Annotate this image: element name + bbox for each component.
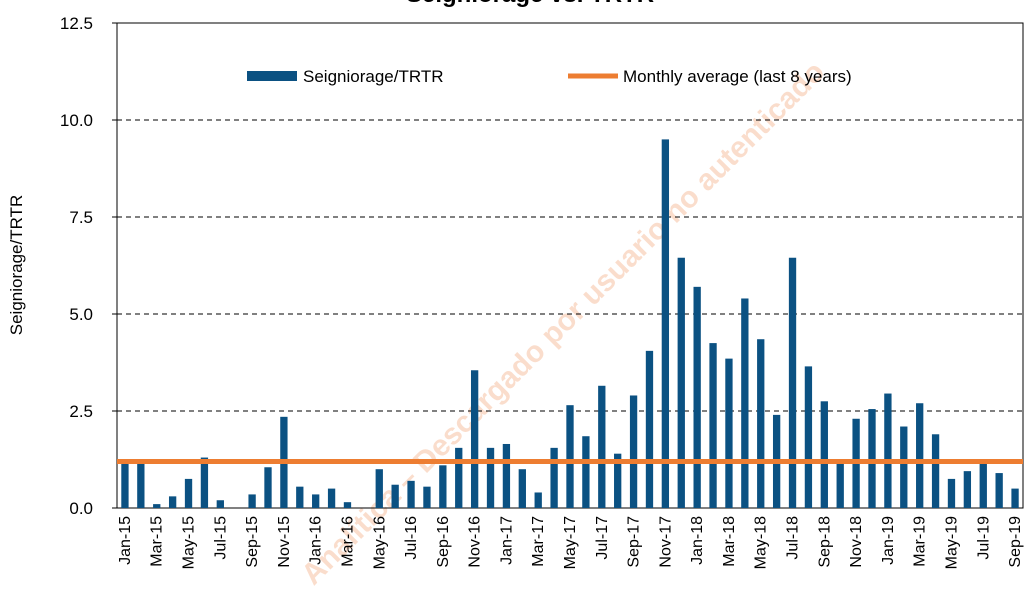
- bar: [502, 443, 511, 508]
- x-tick-label: May-16: [371, 516, 388, 569]
- watermark: Analítica – Descargado por usuario no au…: [295, 55, 831, 591]
- y-tick-label: 10.0: [60, 111, 93, 130]
- bar: [518, 469, 526, 508]
- bar: [614, 453, 622, 508]
- x-tick-label: Jul-15: [212, 516, 229, 560]
- bar: [820, 401, 828, 508]
- chart-title: Seigniorage vs. TRTR: [406, 0, 654, 8]
- legend-swatch: [247, 71, 297, 81]
- bar: [327, 488, 336, 508]
- bar: [391, 484, 399, 508]
- bar: [645, 350, 654, 508]
- bar: [868, 409, 876, 508]
- x-tick-label: Sep-16: [435, 516, 452, 568]
- x-tick-label: May-19: [943, 516, 960, 569]
- bar: [343, 502, 352, 508]
- bar: [582, 436, 590, 508]
- x-tick-label: May-15: [181, 516, 198, 569]
- x-tick-label: Jan-19: [880, 516, 897, 565]
- bar: [248, 494, 256, 508]
- bar: [963, 471, 972, 508]
- bar: [677, 257, 685, 508]
- bar: [995, 473, 1003, 508]
- x-tick-label: Sep-15: [244, 516, 261, 568]
- x-tick-label: Jul-17: [594, 516, 611, 560]
- bar: [470, 370, 479, 508]
- x-tick-label: Jul-19: [975, 516, 992, 560]
- bar: [168, 496, 177, 508]
- bar: [216, 500, 224, 508]
- bar: [931, 434, 940, 508]
- y-tick-label: 0.0: [69, 499, 93, 518]
- x-tick-label: Sep-17: [626, 516, 643, 568]
- bar: [804, 366, 813, 508]
- y-tick-label: 2.5: [69, 402, 93, 421]
- bar: [693, 286, 701, 508]
- bar: [153, 504, 161, 508]
- bar: [121, 463, 129, 508]
- bar: [423, 486, 431, 508]
- bar: [836, 463, 844, 508]
- y-tick-label: 5.0: [69, 305, 93, 324]
- x-tick-label: Nov-18: [848, 516, 865, 568]
- bar: [757, 339, 765, 508]
- bar: [709, 343, 717, 508]
- bar: [264, 467, 272, 508]
- bar: [200, 457, 209, 508]
- bar: [947, 478, 956, 508]
- y-tick-label: 7.5: [69, 208, 93, 227]
- x-tick-label: Nov-16: [467, 516, 484, 568]
- y-axis-label: Seigniorage/TRTR: [7, 195, 26, 335]
- x-tick-label: Jan-18: [689, 516, 706, 565]
- bar: [550, 447, 558, 508]
- bar: [979, 459, 987, 508]
- x-tick-label: May-17: [562, 516, 579, 569]
- bar: [137, 459, 145, 508]
- bar: [486, 447, 495, 508]
- bar: [725, 358, 733, 508]
- x-tick-label: Sep-19: [1007, 516, 1024, 568]
- x-tick-label: Nov-15: [276, 516, 293, 568]
- bar: [439, 465, 447, 508]
- x-tick-label: Jan-17: [498, 516, 515, 565]
- bar: [296, 486, 304, 508]
- bar: [1011, 488, 1019, 508]
- x-tick-label: Mar-18: [721, 516, 738, 567]
- x-tick-label: Jan-15: [117, 516, 134, 565]
- bar: [916, 403, 924, 508]
- x-tick-label: Mar-15: [149, 516, 166, 567]
- bar: [184, 478, 193, 508]
- bar: [598, 385, 606, 508]
- x-tick-label: Sep-18: [816, 516, 833, 568]
- bar: [312, 494, 320, 508]
- bar: [661, 139, 670, 508]
- bar: [375, 469, 383, 508]
- bar: [407, 480, 415, 508]
- x-tick-label: May-18: [753, 516, 770, 569]
- legend-label: Seigniorage/TRTR: [303, 67, 443, 86]
- bar: [884, 393, 892, 508]
- bar: [629, 395, 638, 508]
- x-tick-label: Jan-16: [308, 516, 325, 565]
- y-tick-label: 12.5: [60, 14, 93, 33]
- x-tick-label: Mar-19: [912, 516, 929, 567]
- legend-label: Monthly average (last 8 years): [623, 67, 852, 86]
- bar: [566, 405, 574, 508]
- bar: [788, 257, 797, 508]
- bar: [900, 426, 908, 508]
- x-tick-label: Nov-17: [657, 516, 674, 568]
- bar: [455, 447, 463, 508]
- x-tick-label: Jul-18: [785, 516, 802, 560]
- x-tick-label: Jul-16: [403, 516, 420, 560]
- bar: [534, 492, 542, 508]
- bar: [741, 298, 749, 508]
- x-tick-label: Mar-16: [339, 516, 356, 567]
- x-tick-label: Mar-17: [530, 516, 547, 567]
